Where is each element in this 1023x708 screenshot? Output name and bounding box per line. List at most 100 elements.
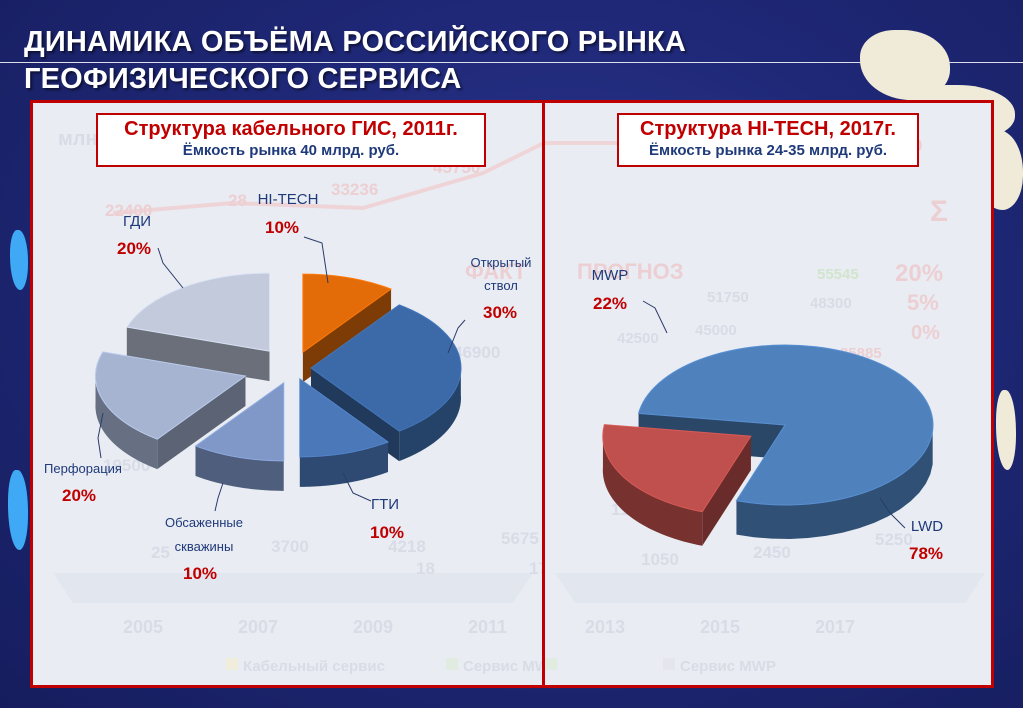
lwd-slice xyxy=(637,344,934,539)
leader-lines-left xyxy=(97,236,466,512)
left-panel-cable-gis: млн. руб.2240028332364575054900469001950… xyxy=(30,100,545,688)
gti-slice-side xyxy=(299,441,388,487)
left-title-box: Структура кабельного ГИС, 2011г. Ёмкость… xyxy=(96,113,486,167)
bg-growth-label: 0% xyxy=(911,322,940,344)
bg-year-label: 2005 xyxy=(123,617,163,637)
mwp-slice xyxy=(602,424,752,546)
pct-gdi: 20% xyxy=(117,239,152,258)
bg-value: 25 xyxy=(151,543,170,562)
leader-line xyxy=(303,236,329,284)
pie-chart-hitech xyxy=(602,344,934,546)
leader-line xyxy=(342,472,372,502)
bg-legend-label: Сервис MWD\LWD xyxy=(463,658,545,675)
bg-value: 33236 xyxy=(331,180,378,199)
lwd-slice-side xyxy=(736,430,933,539)
right-title-box: Структура HI-TECH, 2017г. Ёмкость рынка … xyxy=(617,113,919,167)
lwd-slice-top xyxy=(637,344,934,506)
cased-hole-slice xyxy=(194,381,285,491)
bg-value: 3700 xyxy=(271,537,309,556)
bg-forecast-label: ПРОГНОЗ xyxy=(577,259,684,284)
bg-value: 19500 xyxy=(103,456,150,475)
bg-value: 18 xyxy=(416,559,435,578)
bg-sigma-label: Σ xyxy=(930,195,948,228)
right-box-subtitle: Ёмкость рынка 24-35 млрд. руб. xyxy=(648,142,888,159)
bg-value: 28 xyxy=(228,191,247,210)
perforation-slice-side xyxy=(95,373,158,470)
left-panel-graphics: млн. руб.2240028332364575054900469001950… xyxy=(53,128,545,675)
bg-growth-label: 5% xyxy=(907,290,939,315)
bg-legend-swatch xyxy=(446,658,458,670)
bg-floor xyxy=(53,573,533,603)
bg-year-label: 2009 xyxy=(353,617,393,637)
cased-hole-slice-top xyxy=(194,381,285,462)
map-fragment-decoration xyxy=(10,230,28,290)
leader-line xyxy=(97,412,104,459)
leader-line xyxy=(447,319,466,354)
leader-line xyxy=(879,497,906,529)
bg-year-label: 2007 xyxy=(238,617,278,637)
bg-value: 46900 xyxy=(453,343,500,362)
label-gti: ГТИ xyxy=(370,496,400,513)
gdi-slice xyxy=(126,272,270,382)
mwp-slice-top xyxy=(602,424,752,513)
gdi-slice-top xyxy=(126,272,270,352)
title-divider xyxy=(0,62,1023,63)
bg-legend-label: Сервис MWP xyxy=(680,658,776,675)
right-panel-hitech: 62300ΣПРОГНОЗ20%5%0%55545517504830042500… xyxy=(542,100,994,688)
bg-value: 175 xyxy=(529,559,545,578)
bg-value: 45000 xyxy=(695,322,737,339)
bg-value: 55545 xyxy=(817,266,859,283)
mwp-slice-side xyxy=(602,432,703,546)
pct-open-hole: 30% xyxy=(483,303,518,322)
bg-value: 48300 xyxy=(810,295,852,312)
gdi-slice-wall xyxy=(126,327,270,382)
label-hitech: HI-TECH xyxy=(257,191,319,208)
bg-fact-label: ФАКТ xyxy=(465,259,527,284)
bg-value: 5250 xyxy=(875,530,913,549)
bg-value: 51750 xyxy=(707,289,749,306)
bg-value: 4218 xyxy=(388,537,426,556)
right-panel-graphics: 62300ΣПРОГНОЗ20%5%0%55545517504830042500… xyxy=(545,136,985,675)
pct-gti: 10% xyxy=(370,523,405,542)
bg-floor xyxy=(555,573,985,603)
leader-line xyxy=(642,300,668,334)
map-fragment-decoration xyxy=(996,390,1016,470)
bg-legend-swatch xyxy=(545,658,557,670)
hitech-slice-top xyxy=(302,273,393,354)
bg-year-label: 2013 xyxy=(585,617,625,637)
bg-value: 1050 xyxy=(641,550,679,569)
map-fragment-decoration xyxy=(8,470,28,550)
open-hole-slice-side xyxy=(399,364,461,462)
label-mwp: MWP xyxy=(591,267,629,284)
gti-slice xyxy=(299,377,390,487)
pct-lwd: 78% xyxy=(909,544,944,563)
leader-line xyxy=(214,482,224,512)
right-box-title: Структура HI-TECH, 2017г. xyxy=(640,118,896,140)
gti-slice-top xyxy=(299,377,390,458)
bg-legend-label: Кабельный сервис xyxy=(243,658,385,675)
bg-value: 5675 xyxy=(501,529,539,548)
label-lwd: LWD xyxy=(910,518,944,535)
left-box-title: Структура кабельного ГИС, 2011г. xyxy=(124,118,458,140)
bg-year-label: 2015 xyxy=(700,617,740,637)
perforation-slice-top xyxy=(94,351,247,440)
left-box-subtitle: Ёмкость рынка 40 млрд. руб. xyxy=(182,142,400,159)
pct-hitech: 10% xyxy=(265,218,300,237)
bg-growth-label: 20% xyxy=(895,260,943,287)
label-cased-line2: скважины xyxy=(174,539,234,554)
leader-line xyxy=(157,247,184,289)
pct-mwp: 22% xyxy=(593,294,628,313)
bg-legend-swatch xyxy=(663,658,675,670)
leader-lines-right xyxy=(642,300,906,529)
bg-value: 2450 xyxy=(753,543,791,562)
pct-perforation: 20% xyxy=(62,486,97,505)
bg-value: 22400 xyxy=(105,201,152,220)
perforation-slice xyxy=(94,351,247,470)
cased-hole-slice-side xyxy=(195,445,284,491)
bg-year-label: 2017 xyxy=(815,617,855,637)
label-open-hole-line2: ствол xyxy=(484,278,518,293)
label-open-hole-line1: Открытый xyxy=(470,255,532,270)
pct-cased: 10% xyxy=(183,564,218,583)
page-title: ДИНАМИКА ОБЪЁМА РОССИЙСКОГО РЫНКА ГЕОФИЗ… xyxy=(24,26,687,95)
pie-chart-cable-gis xyxy=(94,272,462,491)
